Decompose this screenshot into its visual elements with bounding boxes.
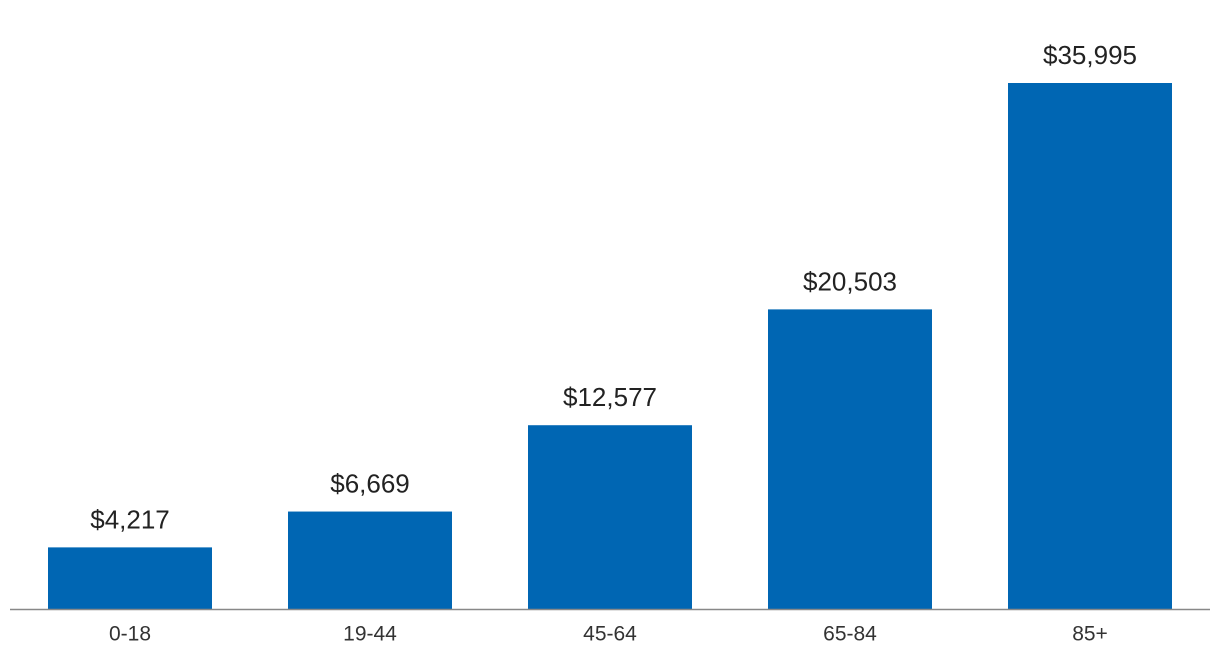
bar bbox=[288, 511, 452, 609]
value-label: $12,577 bbox=[563, 382, 657, 412]
x-tick-label: 85+ bbox=[1072, 623, 1108, 646]
value-label: $35,995 bbox=[1043, 40, 1137, 70]
x-tick-label: 19-44 bbox=[343, 623, 397, 646]
bar bbox=[528, 425, 692, 609]
x-tick-label: 65-84 bbox=[823, 623, 877, 646]
x-tick-label: 45-64 bbox=[583, 623, 637, 646]
value-label: $6,669 bbox=[330, 468, 410, 498]
bar bbox=[1008, 83, 1172, 609]
x-tick-label: 0-18 bbox=[109, 623, 151, 646]
bar bbox=[48, 547, 212, 609]
value-label: $4,217 bbox=[90, 504, 170, 534]
value-label: $20,503 bbox=[803, 266, 897, 296]
bar bbox=[768, 309, 932, 609]
